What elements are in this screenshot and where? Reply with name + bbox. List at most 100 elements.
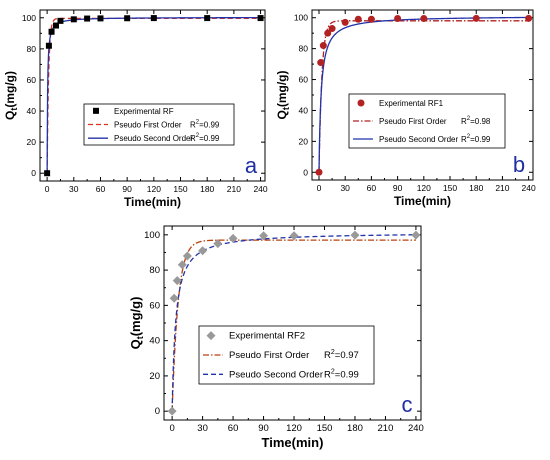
data-point bbox=[45, 42, 52, 49]
x-tick-label: 0 bbox=[317, 183, 322, 193]
data-point bbox=[394, 15, 402, 22]
data-point bbox=[257, 15, 264, 22]
x-axis-label: Time(min) bbox=[394, 194, 451, 208]
x-tick-label: 60 bbox=[367, 183, 377, 193]
legend-label: Pseudo Second Order bbox=[229, 369, 323, 380]
legend: Experimental RF2 Pseudo First Order R2=0.9… bbox=[198, 325, 375, 385]
data-point bbox=[420, 15, 428, 22]
data-point bbox=[259, 231, 269, 241]
y-tick-label: 20 bbox=[149, 371, 160, 382]
data-point bbox=[411, 230, 421, 240]
chart-panel-a: 0 30 60 90 120 150 180 210 240 0 20 40 60 80 100 Time(m… bbox=[3, 9, 268, 209]
y-axis-label: Qt(mg/g) bbox=[275, 70, 291, 119]
x-tick-label: 0 bbox=[169, 423, 174, 434]
x-tick-label: 60 bbox=[228, 423, 239, 434]
legend-label: Experimental RF2 bbox=[229, 331, 305, 342]
panel-label: c bbox=[402, 392, 413, 417]
y-tick-label: 100 bbox=[22, 13, 36, 23]
y-tick-label: 80 bbox=[299, 44, 309, 54]
series-line bbox=[46, 17, 261, 174]
y-tick-label: 0 bbox=[31, 168, 36, 178]
x-tick-label: 150 bbox=[173, 184, 187, 194]
legend-label: Experimental RF1 bbox=[379, 99, 444, 108]
series-line bbox=[171, 234, 416, 412]
data-point bbox=[317, 59, 325, 67]
panel-label: a bbox=[245, 153, 258, 178]
legend-label: Pseudo Second Order bbox=[379, 135, 458, 144]
data-point bbox=[328, 25, 336, 33]
data-point bbox=[315, 168, 323, 176]
legend-label: Pseudo Second Order bbox=[114, 134, 193, 143]
y-tick-label: 100 bbox=[294, 13, 308, 23]
data-point bbox=[150, 15, 157, 22]
y-tick-label: 80 bbox=[149, 265, 160, 276]
x-tick-label: 180 bbox=[200, 184, 214, 194]
legend-label: Pseudo First Order bbox=[379, 117, 447, 126]
data-point bbox=[324, 29, 332, 37]
y-tick-label: 60 bbox=[27, 75, 37, 85]
legend-label: Experimental RF bbox=[114, 107, 174, 116]
data-point bbox=[289, 231, 299, 241]
x-tick-label: 90 bbox=[122, 184, 132, 194]
y-tick-label: 60 bbox=[299, 75, 309, 85]
y-tick-label: 60 bbox=[149, 300, 160, 311]
plot-frame bbox=[39, 9, 266, 182]
r-squared-label: R2=0.99 bbox=[190, 120, 220, 130]
data-point bbox=[169, 293, 179, 303]
r-squared-label: R2=0.99 bbox=[461, 134, 491, 144]
x-tick-label: 30 bbox=[69, 184, 79, 194]
panel-label: b bbox=[513, 152, 525, 177]
data-point bbox=[124, 15, 131, 22]
data-point bbox=[319, 42, 327, 50]
data-point bbox=[53, 22, 60, 29]
r-squared-label: R2=0.99 bbox=[324, 368, 359, 380]
data-point bbox=[198, 246, 208, 256]
y-tick-label: 40 bbox=[27, 106, 37, 116]
data-point bbox=[84, 15, 91, 22]
data-point bbox=[167, 406, 177, 416]
y-axis-label: Qt(mg/g) bbox=[128, 297, 145, 350]
data-point bbox=[48, 28, 55, 35]
data-point bbox=[350, 230, 360, 240]
legend-marker bbox=[357, 99, 365, 107]
y-tick-label: 0 bbox=[303, 167, 308, 177]
y-tick-label: 20 bbox=[27, 137, 37, 147]
x-tick-label: 30 bbox=[197, 423, 208, 434]
x-tick-label: 180 bbox=[347, 423, 363, 434]
x-tick-label: 0 bbox=[45, 184, 50, 194]
legend-label: Pseudo First Order bbox=[229, 350, 309, 361]
r-squared-label: R2=0.98 bbox=[461, 116, 491, 126]
data-point bbox=[367, 15, 375, 23]
series-line bbox=[46, 16, 261, 174]
x-tick-label: 210 bbox=[227, 184, 241, 194]
r-squared-label: R2=0.99 bbox=[190, 133, 220, 143]
x-axis-label: Time(min) bbox=[262, 435, 324, 450]
x-axis-label: Time(min) bbox=[124, 195, 181, 209]
legend: Experimental RF Pseudo First Order R2=0.99… bbox=[83, 103, 235, 146]
data-point bbox=[177, 260, 187, 270]
data-point bbox=[472, 14, 480, 22]
y-tick-label: 0 bbox=[155, 406, 160, 417]
legend: Experimental RF1 Pseudo First Order R2=0.9… bbox=[348, 93, 506, 149]
legend-box bbox=[198, 325, 375, 385]
data-point bbox=[525, 14, 533, 22]
series-line bbox=[171, 239, 416, 412]
chart-panel-b: 0 30 60 90 120 150 180 210 240 0 20 40 60 80 100 Time(m… bbox=[275, 9, 536, 208]
data-point bbox=[70, 16, 77, 23]
x-tick-label: 120 bbox=[417, 183, 431, 193]
data-point bbox=[341, 18, 349, 26]
x-tick-label: 60 bbox=[96, 184, 106, 194]
data-point bbox=[97, 15, 104, 22]
y-tick-label: 100 bbox=[144, 230, 160, 241]
x-tick-label: 240 bbox=[522, 183, 536, 193]
legend-box bbox=[83, 103, 235, 146]
x-tick-label: 150 bbox=[317, 423, 333, 434]
x-tick-label: 240 bbox=[408, 423, 424, 434]
chart-panel-c: 0 30 60 90 120 150 180 210 240 0 20 40 60 80 100 Time(m… bbox=[128, 225, 424, 450]
legend-box bbox=[348, 93, 506, 149]
x-tick-label: 210 bbox=[378, 423, 394, 434]
y-tick-label: 80 bbox=[27, 44, 37, 54]
x-tick-label: 210 bbox=[495, 183, 509, 193]
data-point bbox=[213, 239, 223, 249]
